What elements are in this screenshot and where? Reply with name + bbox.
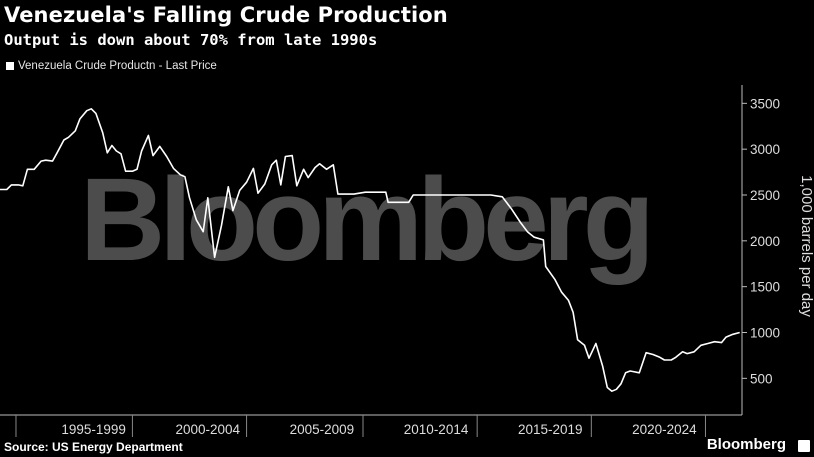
y-tick-label: 1500	[750, 280, 780, 295]
x-tick-label: 2005-2009	[290, 422, 355, 437]
y-tick-label: 2500	[750, 188, 780, 203]
legend-swatch	[6, 62, 14, 70]
legend: Venezuela Crude Productn - Last Price	[6, 60, 217, 72]
y-axis-label: 1,000 barrels per day	[798, 175, 814, 317]
x-tick-label: 1995-1999	[61, 422, 126, 437]
x-tick-label: 2010-2014	[404, 422, 469, 437]
x-tick-label: 2015-2019	[518, 422, 583, 437]
series-line	[0, 108, 740, 392]
y-tick-label: 500	[750, 371, 773, 386]
y-tick-label: 2000	[750, 234, 780, 249]
y-tick-label: 3000	[750, 142, 780, 157]
legend-label: Venezuela Crude Productn - Last Price	[18, 60, 217, 72]
chart-subtitle: Output is down about 70% from late 1990s	[4, 31, 378, 49]
chart-title: Venezuela's Falling Crude Production	[4, 3, 448, 27]
source-note: Source: US Energy Department	[4, 440, 183, 454]
x-tick-label: 2020-2024	[632, 422, 697, 437]
bloomberg-terminal-icon	[798, 440, 810, 452]
x-tick-label: 2000-2004	[175, 422, 240, 437]
watermark-logo: Bloomberg	[80, 154, 655, 286]
brand-logo: Bloomberg	[706, 436, 786, 453]
y-tick-label: 3500	[750, 96, 780, 111]
y-tick-label: 1000	[750, 326, 780, 341]
